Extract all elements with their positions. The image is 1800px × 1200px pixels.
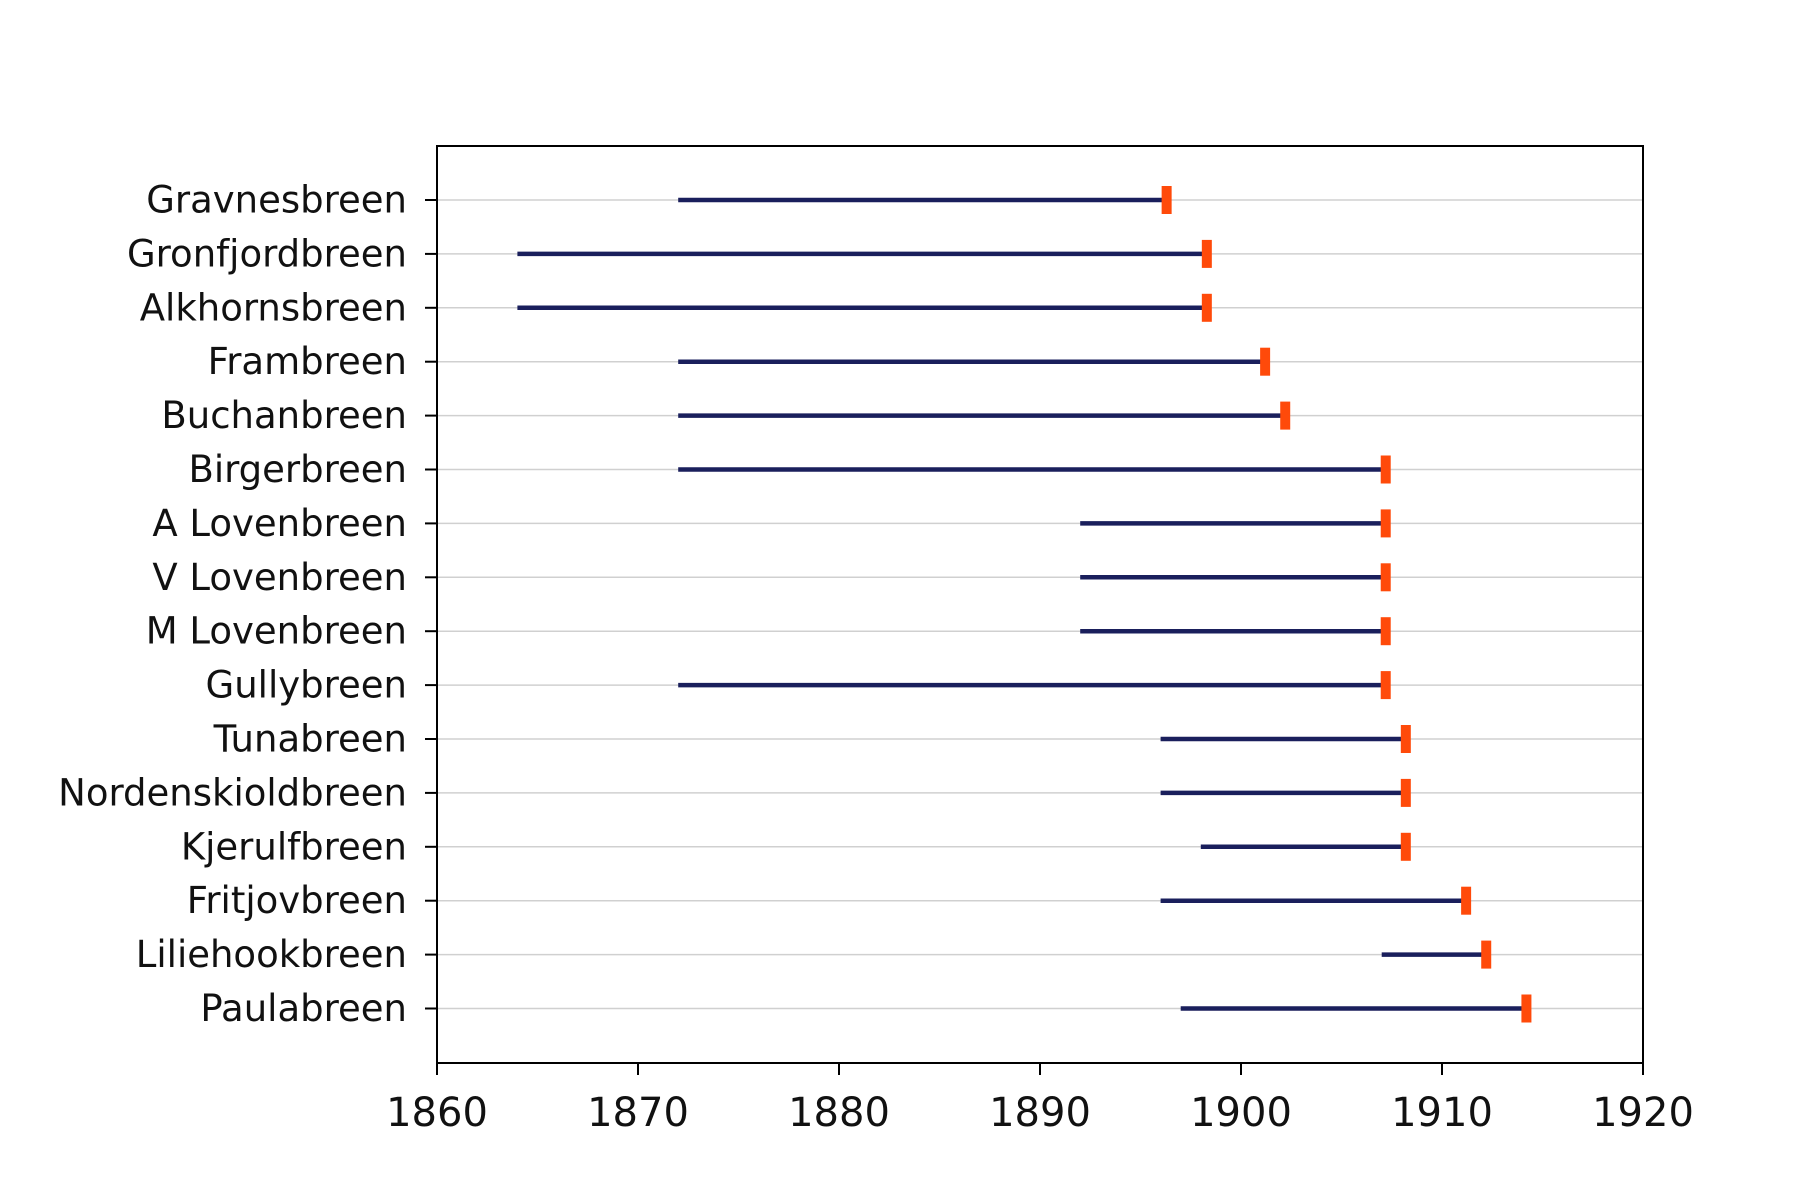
end-marker [1380, 563, 1391, 592]
y-tick-label: M Lovenbreen [146, 610, 407, 653]
end-marker [1481, 940, 1492, 969]
x-tick-label: 1920 [1592, 1090, 1694, 1136]
y-tick-label: Frambreen [208, 340, 407, 383]
end-marker [1201, 293, 1212, 322]
x-tick-label: 1890 [989, 1090, 1091, 1136]
end-marker [1380, 509, 1391, 538]
y-tick-label: Tunabreen [213, 718, 407, 761]
x-tick-label: 1870 [587, 1090, 689, 1136]
y-tick-label: Birgerbreen [188, 448, 407, 491]
end-marker [1400, 832, 1411, 861]
x-tick-label: 1860 [386, 1090, 488, 1136]
end-marker [1161, 186, 1172, 214]
end-marker [1380, 455, 1391, 484]
plot-frame [436, 145, 1644, 1064]
y-tick-label: Paulabreen [200, 987, 407, 1030]
data-marks [517, 186, 1532, 1023]
end-marker [1260, 347, 1271, 376]
y-tick-label: Alkhornsbreen [140, 286, 407, 329]
y-tick-label: Nordenskioldbreen [58, 771, 407, 814]
end-marker [1201, 239, 1212, 268]
end-marker [1380, 671, 1391, 700]
y-tick-label: Kjerulfbreen [181, 825, 407, 868]
end-marker [1380, 617, 1391, 646]
x-tick-label: 1880 [788, 1090, 890, 1136]
end-marker [1280, 401, 1291, 430]
y-tick-label: Fritjovbreen [187, 879, 407, 922]
end-marker [1521, 994, 1532, 1023]
y-tick-label: Liliehookbreen [136, 933, 407, 976]
x-tick-label: 1900 [1190, 1090, 1292, 1136]
y-tick-label: A Lovenbreen [152, 502, 407, 545]
axes: Gravnesbreen Gronfjordbreen Alkhornsbreen F… [58, 179, 1694, 1137]
y-tick-label: Gravnesbreen [146, 179, 407, 222]
end-marker [1400, 725, 1411, 753]
end-marker [1461, 886, 1472, 915]
end-marker [1400, 778, 1411, 807]
y-tick-label: Gronfjordbreen [127, 232, 407, 275]
x-tick-label: 1910 [1391, 1090, 1493, 1136]
y-tick-label: V Lovenbreen [152, 556, 407, 599]
y-tick-label: Gullybreen [206, 664, 407, 707]
y-tick-label: Buchanbreen [161, 394, 407, 437]
